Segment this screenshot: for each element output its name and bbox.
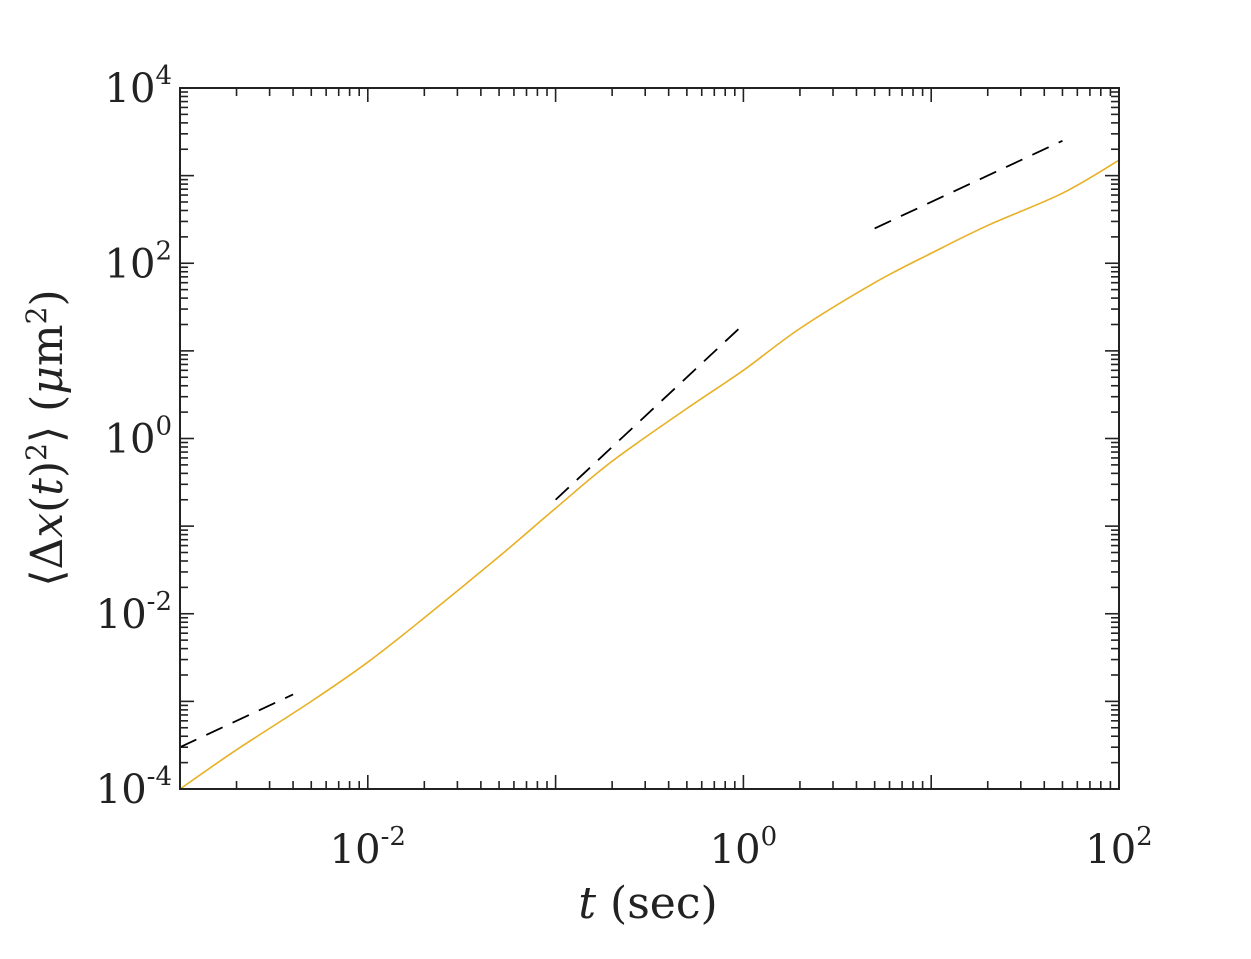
y-axis-var: x [22,513,73,538]
y-axis-paren-open: ( [22,496,73,513]
reference-slope-line [179,693,294,749]
series-layer [179,139,1120,790]
y-tick-label: 10-4 [96,762,172,813]
reference-slope-line [554,323,745,501]
y-tick-label: 104 [105,61,172,112]
y-tick-label: 100 [105,412,172,463]
reference-slope-line [874,139,1063,230]
plot-frame [179,87,1120,790]
y-axis-bracket-close: ⟩ [22,426,73,443]
y-tick-label: 102 [105,236,172,287]
y-axis-mu: μ [22,366,73,395]
minor-ticks [180,88,1119,789]
plot-area [180,88,1119,789]
y-axis-paren-close: ) [22,461,73,478]
y-axis-unit-close: ) [22,289,73,306]
y-tick-label: 10-2 [96,587,172,638]
msd-curve [179,159,1120,790]
y-axis-t: t [22,478,73,496]
x-axis-symbol: t [578,878,596,929]
x-axis-unit: (sec) [610,878,718,929]
x-tick-label: 100 [710,822,777,873]
y-axis-m: m [22,324,73,366]
x-tick-label: 10-2 [330,822,406,873]
x-tick-label: 102 [1085,822,1152,873]
y-axis-bracket-open: ⟨Δ [22,538,73,587]
y-tick-labels: 10-4 10-2 100 102 104 [96,61,172,813]
y-axis-unit-power: 2 [20,307,53,325]
y-axis-title: ⟨Δx(t)2⟩ (μm2) [20,289,73,586]
x-axis-title: t (sec) [578,878,717,929]
x-tick-labels: 10-2 100 102 [330,822,1153,873]
y-axis-power: 2 [20,443,53,461]
y-axis-unit-open: ( [22,395,73,426]
